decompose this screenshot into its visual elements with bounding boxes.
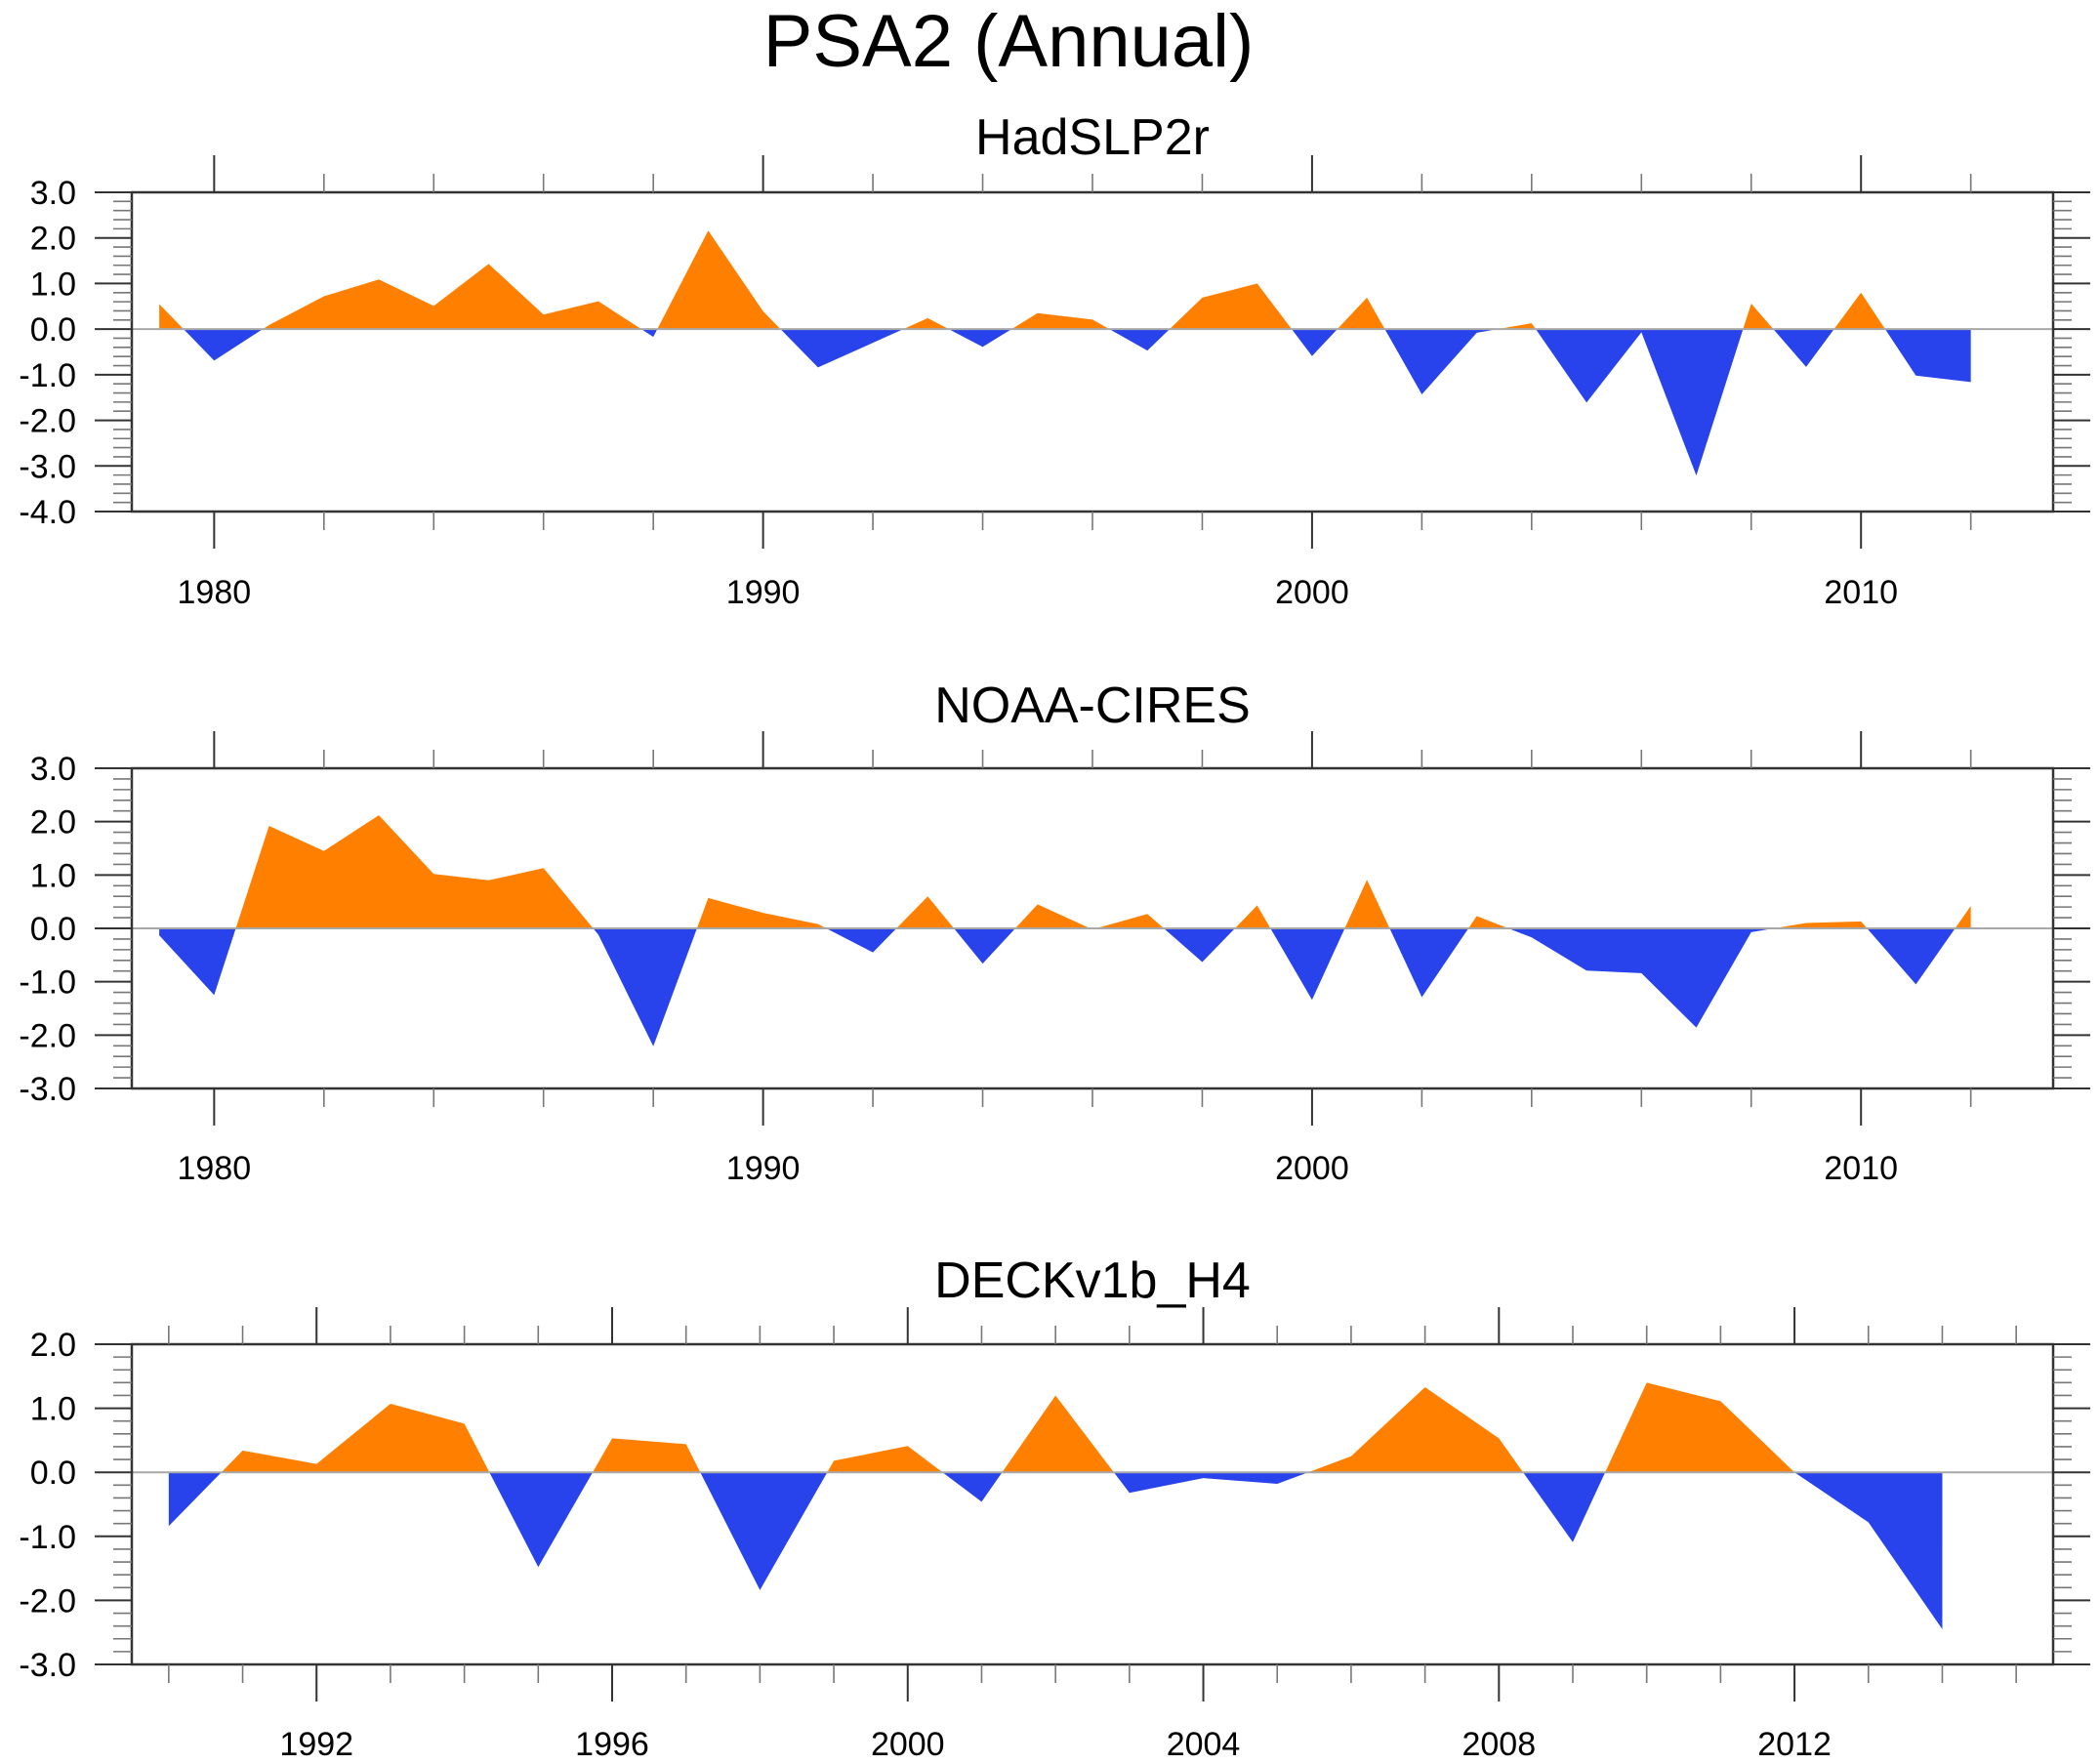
negative-area bbox=[168, 1472, 1943, 1629]
plot-frame bbox=[130, 1342, 2055, 1666]
panel-noaa-cires: NOAA-CIRES 1980 1990 2000 2010 3.0 2.0 1.0 0.0 -… bbox=[19, 677, 2090, 1187]
x-tick-label: 2012 bbox=[1757, 1726, 1832, 1763]
x-tick-label: 1996 bbox=[575, 1726, 649, 1763]
x-tick-label: 1990 bbox=[726, 1150, 801, 1187]
x-tick-label: 2000 bbox=[1275, 1150, 1349, 1187]
y-tick-label: 0.0 bbox=[30, 911, 76, 948]
negative-area bbox=[159, 928, 1971, 1046]
y-tick-label: 0.0 bbox=[30, 1455, 76, 1492]
y-tick-label: -2.0 bbox=[19, 403, 76, 440]
x-tick-label: 1990 bbox=[726, 574, 801, 611]
x-tick-label: 2008 bbox=[1462, 1726, 1536, 1763]
panel-title: HadSLP2r bbox=[975, 109, 1210, 166]
positive-area bbox=[159, 230, 1971, 330]
plot-frame bbox=[130, 190, 2055, 513]
x-tick-label: 2010 bbox=[1824, 574, 1898, 611]
panel-deckv1b-h4: DECKv1b_H4 1992 1996 2000 2004 2008 2012 2.0 1.… bbox=[19, 1252, 2090, 1763]
positive-area bbox=[159, 815, 1971, 928]
panel-hadslp2r: HadSLP2r 1980 1990 2000 2010 3.0 2.0 1.0 0.0 -1.… bbox=[19, 109, 2090, 611]
y-tick-label: 2.0 bbox=[30, 1327, 76, 1364]
y-tick-label: 1.0 bbox=[30, 266, 76, 303]
x-tick-label: 2010 bbox=[1824, 1150, 1898, 1187]
y-tick-label: -2.0 bbox=[19, 1017, 76, 1054]
x-tick-label: 1992 bbox=[279, 1726, 353, 1763]
x-tick-label: 2000 bbox=[871, 1726, 945, 1763]
y-tick-label: 2.0 bbox=[30, 221, 76, 258]
panel-title: NOAA-CIRES bbox=[934, 677, 1251, 734]
figure-title: PSA2 (Annual) bbox=[763, 0, 1255, 83]
y-tick-label: 3.0 bbox=[30, 751, 76, 788]
y-tick-label: -3.0 bbox=[19, 1647, 76, 1684]
y-tick-label: -1.0 bbox=[19, 1519, 76, 1556]
y-tick-label: 3.0 bbox=[30, 175, 76, 212]
x-tick-label: 2000 bbox=[1275, 574, 1349, 611]
positive-area bbox=[168, 1382, 1943, 1473]
y-tick-label: -2.0 bbox=[19, 1582, 76, 1620]
negative-area bbox=[159, 329, 1971, 476]
x-tick-label: 1980 bbox=[178, 1150, 252, 1187]
y-tick-label: -3.0 bbox=[19, 448, 76, 485]
y-tick-label: 1.0 bbox=[30, 857, 76, 894]
panel-title: DECKv1b_H4 bbox=[934, 1252, 1251, 1309]
y-tick-label: -3.0 bbox=[19, 1071, 76, 1108]
y-tick-label: -1.0 bbox=[19, 964, 76, 1002]
y-tick-label: 1.0 bbox=[30, 1391, 76, 1428]
y-tick-label: 2.0 bbox=[30, 804, 76, 841]
y-tick-label: 0.0 bbox=[30, 311, 76, 349]
x-tick-label: 2004 bbox=[1167, 1726, 1241, 1763]
x-tick-label: 1980 bbox=[178, 574, 252, 611]
y-tick-label: -1.0 bbox=[19, 357, 76, 394]
y-tick-label: -4.0 bbox=[19, 494, 76, 531]
